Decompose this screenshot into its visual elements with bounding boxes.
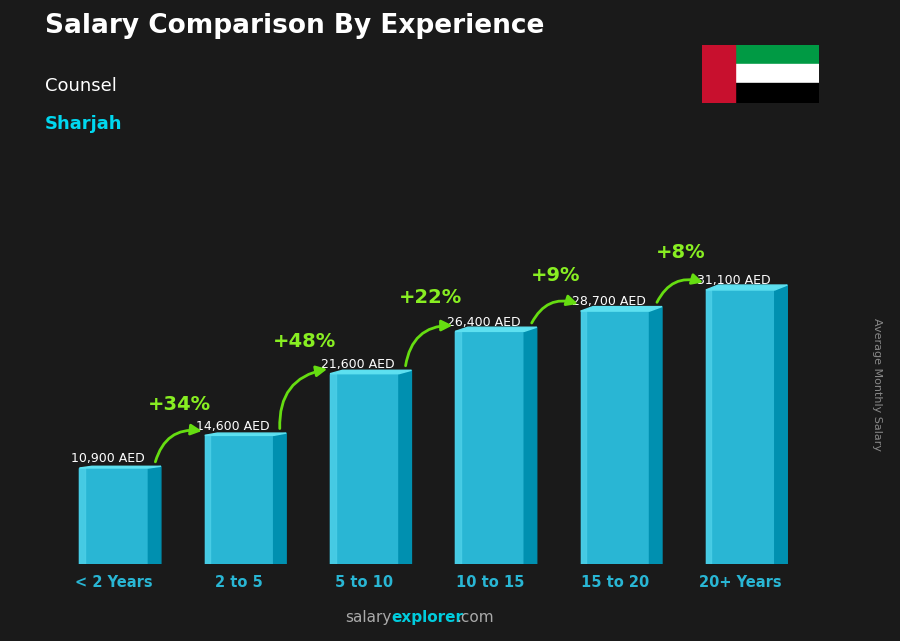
Bar (706, 290, 775, 564)
Text: Counsel: Counsel (45, 77, 117, 95)
Text: 28,700 AED: 28,700 AED (572, 296, 645, 308)
Text: 10,900 AED: 10,900 AED (71, 452, 145, 465)
Text: +8%: +8% (656, 243, 706, 262)
Text: explorer: explorer (392, 610, 464, 625)
Polygon shape (524, 327, 536, 564)
Polygon shape (399, 370, 411, 564)
Polygon shape (330, 370, 411, 374)
Text: +22%: +22% (399, 288, 462, 306)
Bar (455, 331, 461, 564)
Text: +34%: +34% (148, 395, 211, 414)
Bar (702, 45, 819, 64)
Text: Average Monthly Salary: Average Monthly Salary (872, 318, 883, 451)
Polygon shape (79, 466, 161, 468)
Polygon shape (580, 306, 662, 311)
Bar (79, 468, 85, 564)
Text: +48%: +48% (274, 332, 337, 351)
Polygon shape (650, 306, 662, 564)
Bar (580, 311, 650, 564)
Bar (330, 374, 336, 564)
Polygon shape (706, 285, 788, 290)
Bar (79, 468, 148, 564)
Bar (455, 331, 524, 564)
Polygon shape (204, 433, 286, 435)
Bar (204, 435, 274, 564)
Text: salary: salary (345, 610, 392, 625)
Bar (702, 64, 819, 83)
Polygon shape (274, 433, 286, 564)
Polygon shape (148, 466, 161, 564)
Text: +9%: +9% (531, 265, 580, 285)
Text: .com: .com (456, 610, 494, 625)
Bar (204, 435, 211, 564)
Text: 31,100 AED: 31,100 AED (698, 274, 771, 287)
Text: 26,400 AED: 26,400 AED (446, 315, 520, 329)
Bar (702, 45, 734, 103)
Polygon shape (455, 327, 536, 331)
Bar (706, 290, 711, 564)
Text: Sharjah: Sharjah (45, 115, 122, 133)
Text: 14,600 AED: 14,600 AED (196, 420, 270, 433)
Text: Salary Comparison By Experience: Salary Comparison By Experience (45, 13, 544, 39)
Bar (330, 374, 399, 564)
Text: 21,600 AED: 21,600 AED (321, 358, 395, 371)
Polygon shape (775, 285, 788, 564)
Bar (702, 83, 819, 103)
Bar (580, 311, 586, 564)
